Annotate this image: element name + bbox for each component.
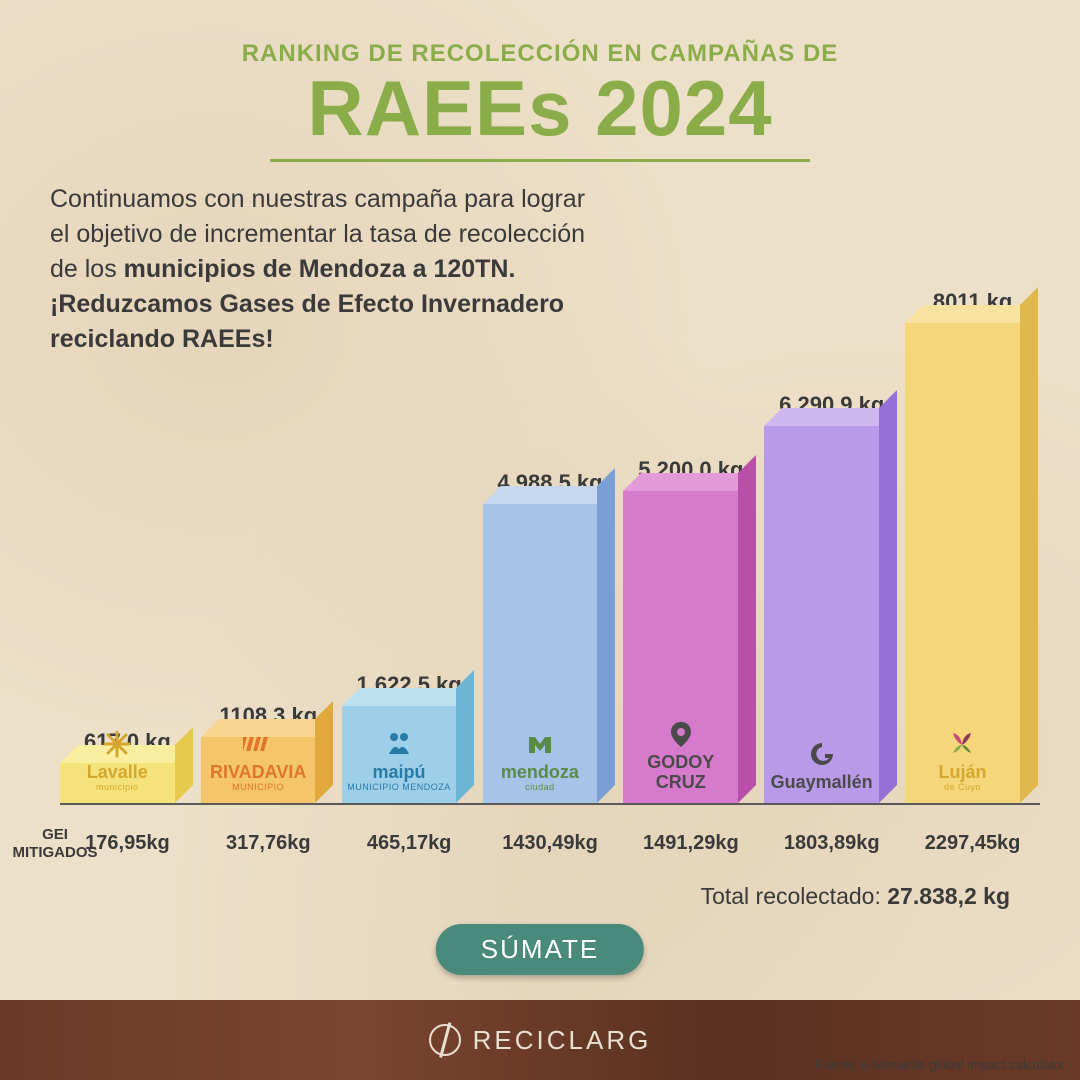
bar-shape: Lavalle municipio <box>60 763 195 803</box>
municipality-icon <box>666 719 696 749</box>
gei-value: 1430,49kg <box>483 832 618 855</box>
municipality-logo: Guaymallén <box>764 739 879 793</box>
municipality-name: Guaymallén <box>771 773 873 793</box>
cta-button[interactable]: SÚMATE <box>436 924 644 975</box>
bar-maipú: 1.622,5 kg maipú MUNICIPIO MENDOZA <box>342 672 477 803</box>
municipality-name: Lavalle <box>87 763 148 783</box>
total-value: 27.838,2 kg <box>887 883 1010 909</box>
bar-shape: Guaymallén <box>764 426 899 803</box>
bars-container: 617,0 kg Lavalle municipio 1108,3 kg RIV… <box>60 265 1040 805</box>
municipality-icon <box>807 739 837 769</box>
bar-lavalle: 617,0 kg Lavalle municipio <box>60 729 195 803</box>
municipality-logo: maipú MUNICIPIO MENDOZA <box>342 729 457 793</box>
gei-label: GEI MITIGADOS <box>5 826 105 862</box>
municipality-name: RIVADAVIA <box>210 763 306 783</box>
main-title: RAEEs 2024 <box>50 63 1030 154</box>
footer-bar: RECICLARG Fuente e-Stewards global impac… <box>0 1000 1080 1080</box>
gei-value: 2297,45kg <box>905 832 1040 855</box>
gei-value: 465,17kg <box>342 832 477 855</box>
source-credit: Fuente e-Stewards global impact calculat… <box>816 1057 1065 1072</box>
municipality-logo: RIVADAVIA MUNICIPIO <box>201 729 316 793</box>
total-collected: Total recolectado: 27.838,2 kg <box>701 883 1010 910</box>
municipality-icon <box>102 729 132 759</box>
municipality-sub: MUNICIPIO <box>232 783 284 793</box>
municipality-name: mendoza <box>501 763 579 783</box>
reciclarg-icon <box>429 1024 461 1056</box>
municipality-icon <box>384 729 414 759</box>
main-content: RANKING DE RECOLECCIÓN EN CAMPAÑAS DE RA… <box>0 0 1080 1000</box>
footer-logo: RECICLARG <box>429 1024 652 1056</box>
bar-shape: GODOY CRUZ <box>623 491 758 803</box>
bar-rivadavia: 1108,3 kg RIVADAVIA MUNICIPIO <box>201 703 336 803</box>
bar-chart: 617,0 kg Lavalle municipio 1108,3 kg RIV… <box>60 265 1040 805</box>
municipality-sub: MUNICIPIO MENDOZA <box>347 783 451 793</box>
bar-shape: RIVADAVIA MUNICIPIO <box>201 737 336 803</box>
municipality-name: maipú <box>373 763 426 783</box>
municipality-logo: Luján de Cuyo <box>905 729 1020 793</box>
gei-value: 317,76kg <box>201 832 336 855</box>
bar-shape: maipú MUNICIPIO MENDOZA <box>342 706 477 803</box>
municipality-sub: de Cuyo <box>944 783 981 793</box>
municipality-sub: municipio <box>96 783 139 793</box>
municipality-icon <box>243 729 273 759</box>
gei-value: 1803,89kg <box>764 832 899 855</box>
total-label: Total recolectado: <box>701 883 888 909</box>
gei-value: 1491,29kg <box>623 832 758 855</box>
title-underline <box>270 159 810 162</box>
municipality-icon <box>525 729 555 759</box>
bar-guaymallén: 6.290,9 kg Guaymallén <box>764 392 899 803</box>
bar-mendoza: 4.988,5 kg mendoza ciudad <box>483 470 618 803</box>
municipality-name: Luján <box>938 763 986 783</box>
gei-values: 176,95kg317,76kg465,17kg1430,49kg1491,29… <box>60 832 1040 855</box>
municipality-icon <box>947 729 977 759</box>
gei-row: GEI MITIGADOS 176,95kg317,76kg465,17kg14… <box>60 832 1040 855</box>
municipality-logo: mendoza ciudad <box>483 729 598 793</box>
municipality-logo: GODOY CRUZ <box>623 719 738 793</box>
gei-label-2: MITIGADOS <box>13 844 98 861</box>
municipality-name: GODOY CRUZ <box>623 753 738 793</box>
bar-shape: mendoza ciudad <box>483 504 618 803</box>
gei-label-1: GEI <box>42 826 68 843</box>
bar-shape: Luján de Cuyo <box>905 323 1040 803</box>
bar-godoy-cruz: 5.200,0 kg GODOY CRUZ <box>623 457 758 803</box>
municipality-sub: ciudad <box>525 783 555 793</box>
bar-luján: 8011 kg Luján de Cuyo <box>905 289 1040 803</box>
footer-brand: RECICLARG <box>473 1025 652 1056</box>
municipality-logo: Lavalle municipio <box>60 729 175 793</box>
